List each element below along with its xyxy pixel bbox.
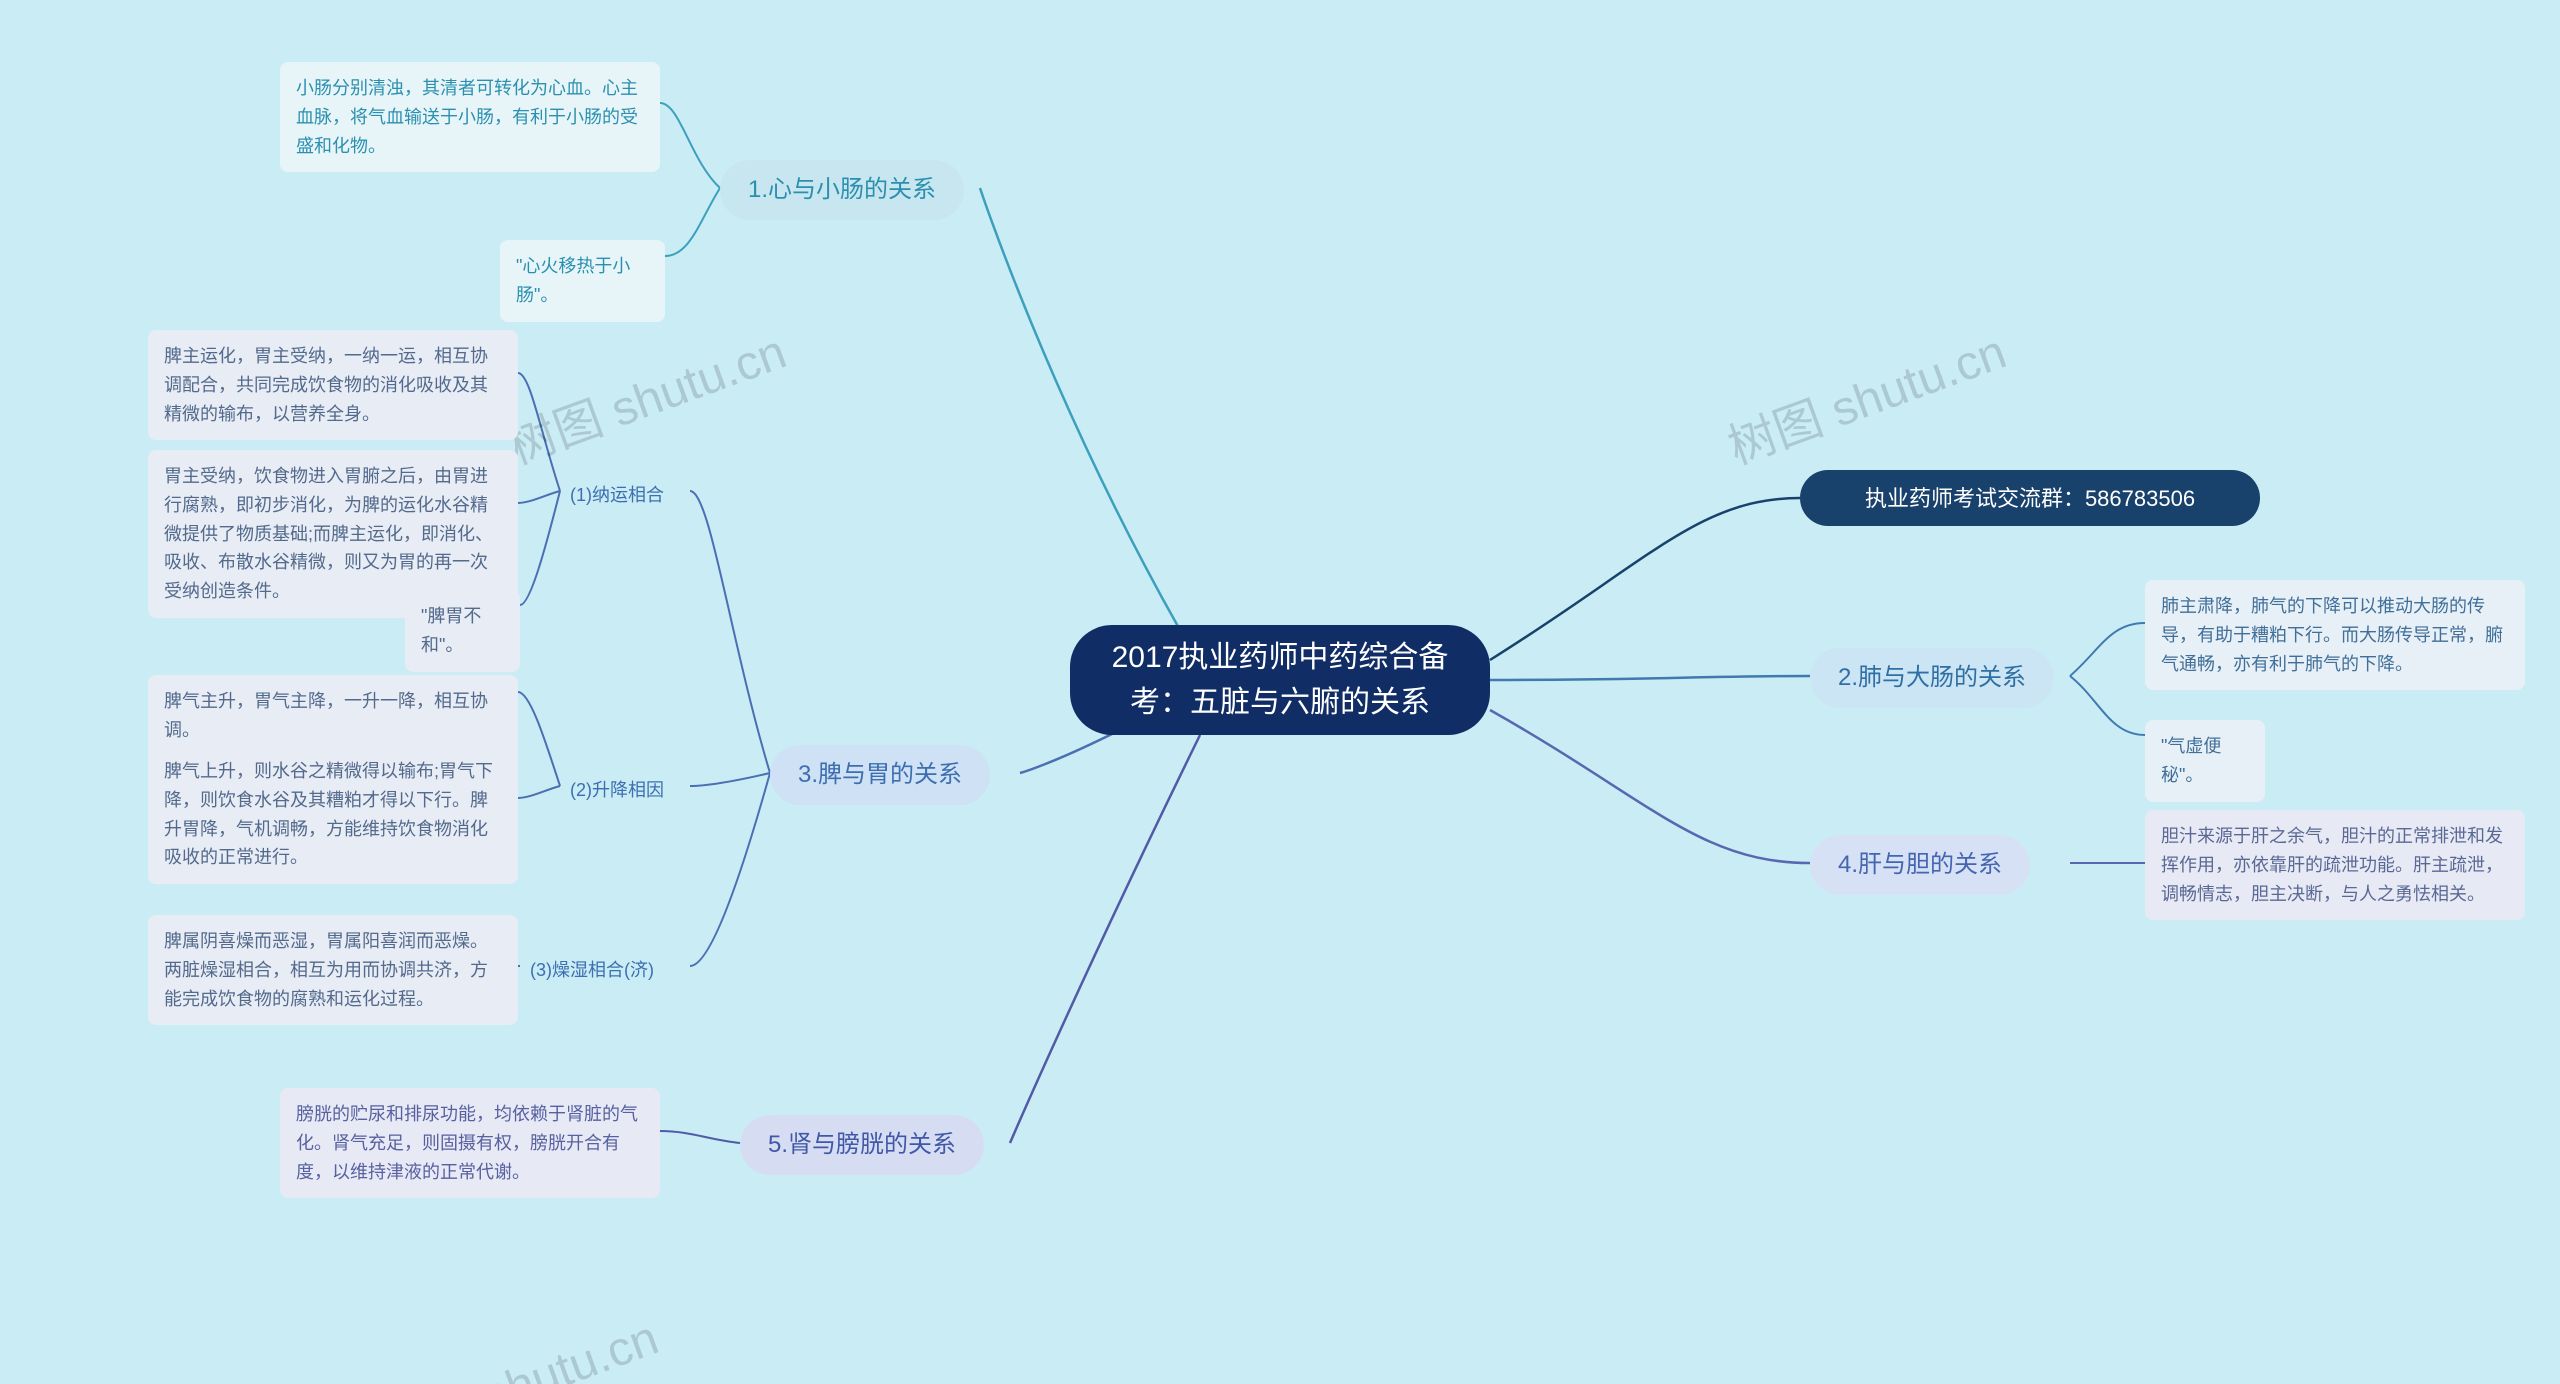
watermark-1: 树图 shutu.cn (497, 312, 794, 477)
b1-leaf-2: "心火移热于小肠"。 (500, 240, 665, 322)
b3-s1-leaf-3: "脾胃不和"。 (405, 590, 520, 672)
b3-sub-3[interactable]: (3)燥湿相合(济) (520, 950, 664, 988)
b3-sub-2[interactable]: (2)升降相因 (560, 770, 674, 808)
branch-3[interactable]: 3.脾与胃的关系 (770, 745, 990, 805)
b3-s2-leaf-2: 脾气上升，则水谷之精微得以输布;胃气下降，则饮食水谷及其糟粕才得以下行。脾升胃降… (148, 745, 518, 884)
b3-sub-1[interactable]: (1)纳运相合 (560, 475, 674, 513)
branch-1[interactable]: 1.心与小肠的关系 (720, 160, 964, 220)
branch-5[interactable]: 5.肾与膀胱的关系 (740, 1115, 984, 1175)
root-node[interactable]: 2017执业药师中药综合备考：五脏与六腑的关系 (1070, 625, 1490, 735)
b3-s3-leaf-1: 脾属阴喜燥而恶湿，胃属阳喜润而恶燥。两脏燥湿相合，相互为用而协调共济，方能完成饮… (148, 915, 518, 1025)
b4-leaf-1: 胆汁来源于肝之余气，胆汁的正常排泄和发挥作用，亦依靠肝的疏泄功能。肝主疏泄，调畅… (2145, 810, 2525, 920)
b2-leaf-2: "气虚便秘"。 (2145, 720, 2265, 802)
branch-4[interactable]: 4.肝与胆的关系 (1810, 835, 2030, 895)
b5-leaf-1: 膀胱的贮尿和排尿功能，均依赖于肾脏的气化。肾气充足，则固摄有权，膀胱开合有度，以… (280, 1088, 660, 1198)
b2-leaf-1: 肺主肃降，肺气的下降可以推动大肠的传导，有助于糟粕下行。而大肠传导正常，腑气通畅… (2145, 580, 2525, 690)
b3-s1-leaf-1: 脾主运化，胃主受纳，一纳一运，相互协调配合，共同完成饮食物的消化吸收及其精微的输… (148, 330, 518, 440)
branch-2[interactable]: 2.肺与大肠的关系 (1810, 648, 2054, 708)
watermark-3: shutu.cn (476, 1311, 665, 1384)
watermark-2: 树图 shutu.cn (1717, 312, 2014, 477)
b1-leaf-1: 小肠分别清浊，其清者可转化为心血。心主血脉，将气血输送于小肠，有利于小肠的受盛和… (280, 62, 660, 172)
exam-group-pill[interactable]: 执业药师考试交流群：586783506 (1800, 470, 2260, 526)
